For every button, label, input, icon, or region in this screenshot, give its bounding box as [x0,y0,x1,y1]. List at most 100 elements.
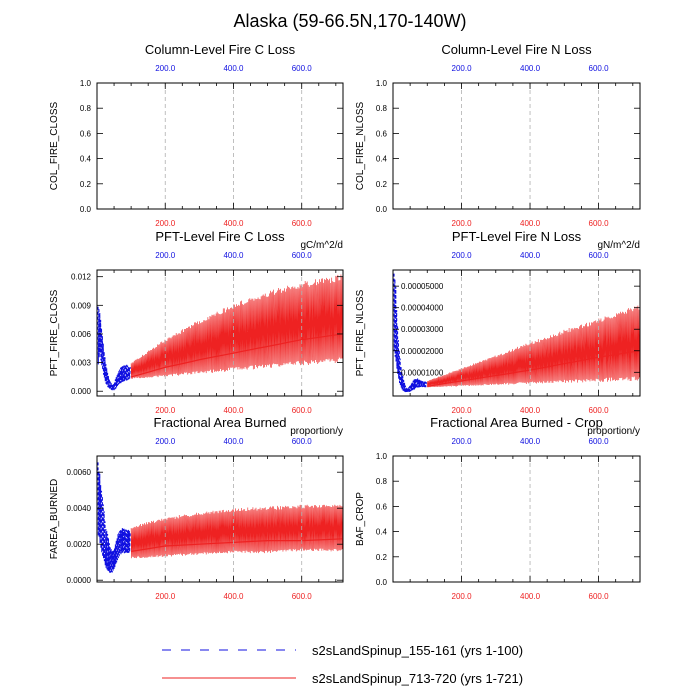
top-tick-label: 400.0 [520,64,541,73]
top-tick-label: 600.0 [292,437,313,446]
top-tick-label: 400.0 [223,251,244,260]
y-tick-label: 0.003 [71,359,92,368]
y-tick-label: 0.0060 [67,468,92,477]
panels-group: Column-Level Fire C Loss 200.0 400.0 600.0 2… [49,42,641,601]
legend-label: s2sLandSpinup_713-720 (yrs 1-721) [312,671,523,686]
y-tick-label: 0.0 [80,205,92,214]
y-tick-label: 0.8 [80,104,92,113]
plot-frame [392,455,641,583]
y-tick-label: 0.2 [376,180,388,189]
top-tick-label: 200.0 [155,64,176,73]
bottom-tick-label: 600.0 [589,219,610,228]
panel-title: Column-Level Fire N Loss [441,42,592,57]
plot-frame [392,82,641,210]
panel-3: PFT-Level Fire C Loss gC/m^2/d 200.0 400.0 6… [49,229,344,415]
bottom-tick-label: 200.0 [452,406,473,415]
y-tick-label: 1.0 [80,79,92,88]
y-axis-label: PFT_FIRE_CLOSS [49,289,60,376]
bottom-tick-label: 400.0 [520,406,541,415]
y-tick-label: 1.0 [376,452,388,461]
y-tick-label: 0.4 [376,528,388,537]
y-tick-label: 0.0040 [67,504,92,513]
plot-frame [96,455,344,583]
panel-title: Column-Level Fire C Loss [145,42,296,57]
units-label: gN/m^2/d [598,240,641,251]
y-tick-label: 0.00004000 [401,304,444,313]
panel-1: Column-Level Fire C Loss 200.0 400.0 600.0 2… [49,42,344,228]
top-tick-label: 400.0 [223,64,244,73]
top-tick-label: 200.0 [452,437,473,446]
y-tick-label: 0.8 [376,477,388,486]
top-tick-label: 600.0 [589,251,610,260]
top-tick-label: 400.0 [520,251,541,260]
top-tick-label: 400.0 [223,437,244,446]
y-axis-label: COL_FIRE_CLOSS [49,101,60,190]
y-tick-label: 1.0 [376,79,388,88]
bottom-tick-label: 600.0 [292,406,313,415]
y-tick-label: 0.0 [376,578,388,587]
plot-frame [96,82,344,210]
panel-title: PFT-Level Fire C Loss [155,229,285,244]
y-tick-label: 0.8 [376,104,388,113]
units-label: gC/m^2/d [301,240,344,251]
top-tick-label: 200.0 [452,64,473,73]
bottom-tick-label: 400.0 [223,592,244,601]
legend-label: s2sLandSpinup_155-161 (yrs 1-100) [312,643,523,658]
series-line-run2 [130,274,343,379]
units-label: proportion/y [587,426,640,437]
series-line-run1 [97,306,131,391]
plot-frame [392,269,641,397]
series-line-run1 [393,273,427,393]
y-tick-label: 0.4 [376,155,388,164]
panel-2: Column-Level Fire N Loss 200.0 400.0 600.0 2… [355,42,641,228]
top-tick-label: 200.0 [452,251,473,260]
bottom-tick-label: 600.0 [292,592,313,601]
panel-6: Fractional Area Burned - Cropproportion/… [355,415,641,601]
y-tick-label: 0.6 [376,129,388,138]
y-tick-label: 0.006 [71,330,92,339]
y-axis-label: PFT_FIRE_NLOSS [355,289,366,376]
units-label: proportion/y [290,426,343,437]
y-tick-label: 0.00005000 [401,282,444,291]
y-axis-label: COL_FIRE_NLOSS [355,101,366,190]
y-tick-label: 0.4 [80,155,92,164]
series-group [97,274,343,391]
y-axis-label: FAREA_BURNED [49,479,60,560]
figure-title: Alaska (59-66.5N,170-140W) [233,11,466,31]
legend-item: s2sLandSpinup_713-720 (yrs 1-721) [162,671,523,686]
y-tick-label: 0.6 [80,129,92,138]
y-tick-label: 0.0020 [67,540,92,549]
bottom-tick-label: 200.0 [452,592,473,601]
y-axis-label: BAF_CROP [355,492,366,546]
top-tick-label: 600.0 [292,64,313,73]
bottom-tick-label: 600.0 [589,406,610,415]
top-tick-label: 600.0 [292,251,313,260]
y-tick-label: 0.00003000 [401,325,444,334]
series-line-run1 [97,462,131,573]
y-tick-label: 0.000 [71,387,92,396]
bottom-tick-label: 600.0 [292,219,313,228]
plot-frame [96,269,344,397]
series-line-run2 [130,504,343,559]
panel-title: PFT-Level Fire N Loss [452,229,582,244]
top-tick-label: 400.0 [520,437,541,446]
y-tick-label: 0.0000 [67,576,92,585]
y-tick-label: 0.00001000 [401,368,444,377]
top-tick-label: 600.0 [589,64,610,73]
bottom-tick-label: 200.0 [155,219,176,228]
panel-4: PFT-Level Fire N Loss gN/m^2/d 200.0 400.0 6… [355,229,641,415]
panel-title: Fractional Area Burned - Crop [430,415,603,430]
y-tick-label: 0.00002000 [401,347,444,356]
y-tick-label: 0.2 [80,180,92,189]
top-tick-label: 600.0 [589,437,610,446]
bottom-tick-label: 200.0 [155,592,176,601]
series-group [97,462,343,573]
y-tick-label: 0.012 [71,273,92,282]
top-tick-label: 200.0 [155,437,176,446]
series-mean-line [130,333,343,378]
y-tick-label: 0.009 [71,301,92,310]
bottom-tick-label: 200.0 [452,219,473,228]
y-tick-label: 0.2 [376,553,388,562]
